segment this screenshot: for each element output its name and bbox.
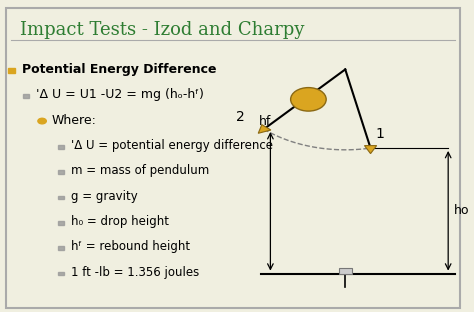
Bar	[58, 145, 64, 149]
Text: g = gravity: g = gravity	[71, 190, 137, 203]
Text: hf: hf	[259, 115, 271, 128]
Text: 'Δ U = potential energy difference: 'Δ U = potential energy difference	[71, 139, 273, 152]
Polygon shape	[365, 146, 377, 154]
Text: m = mass of pendulum: m = mass of pendulum	[71, 164, 209, 177]
Bar	[58, 170, 64, 174]
Text: Potential Energy Difference: Potential Energy Difference	[21, 63, 216, 76]
Text: 1 ft -lb = 1.356 joules: 1 ft -lb = 1.356 joules	[71, 266, 199, 279]
Polygon shape	[258, 124, 271, 133]
Text: Impact Tests - Izod and Charpy: Impact Tests - Izod and Charpy	[20, 22, 304, 40]
Text: 1: 1	[375, 127, 384, 141]
Text: Where:: Where:	[52, 114, 97, 127]
FancyBboxPatch shape	[6, 7, 460, 308]
Text: 2: 2	[236, 110, 245, 124]
Text: ho: ho	[454, 204, 469, 217]
Bar	[23, 94, 28, 98]
Bar	[58, 272, 64, 275]
Bar	[339, 268, 352, 274]
Circle shape	[291, 88, 326, 111]
Bar	[58, 196, 64, 199]
Text: h₀ = drop height: h₀ = drop height	[71, 215, 169, 228]
Bar	[58, 246, 64, 250]
Circle shape	[38, 118, 46, 124]
Bar	[8, 69, 16, 73]
Bar	[58, 221, 64, 225]
Text: 'Δ U = U1 -U2 = mg (hₒ-hᶠ): 'Δ U = U1 -U2 = mg (hₒ-hᶠ)	[36, 88, 203, 101]
Text: hᶠ = rebound height: hᶠ = rebound height	[71, 241, 190, 253]
